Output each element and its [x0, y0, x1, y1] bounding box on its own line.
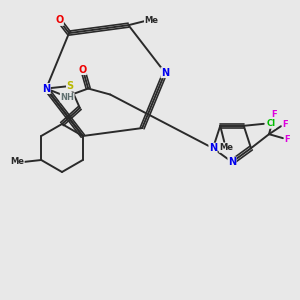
Text: Me: Me	[10, 158, 24, 166]
Text: S: S	[67, 81, 73, 91]
Text: Me: Me	[144, 16, 158, 25]
Text: F: F	[282, 120, 288, 129]
Text: F: F	[284, 135, 290, 144]
Text: Cl: Cl	[266, 119, 275, 128]
Text: N: N	[209, 143, 217, 153]
Text: N: N	[228, 157, 236, 167]
Text: N: N	[161, 68, 169, 78]
Text: O: O	[78, 64, 86, 74]
Text: NH: NH	[60, 93, 74, 102]
Text: O: O	[55, 15, 63, 26]
Text: Me: Me	[219, 143, 233, 152]
Text: N: N	[42, 83, 50, 94]
Text: F: F	[271, 110, 277, 119]
